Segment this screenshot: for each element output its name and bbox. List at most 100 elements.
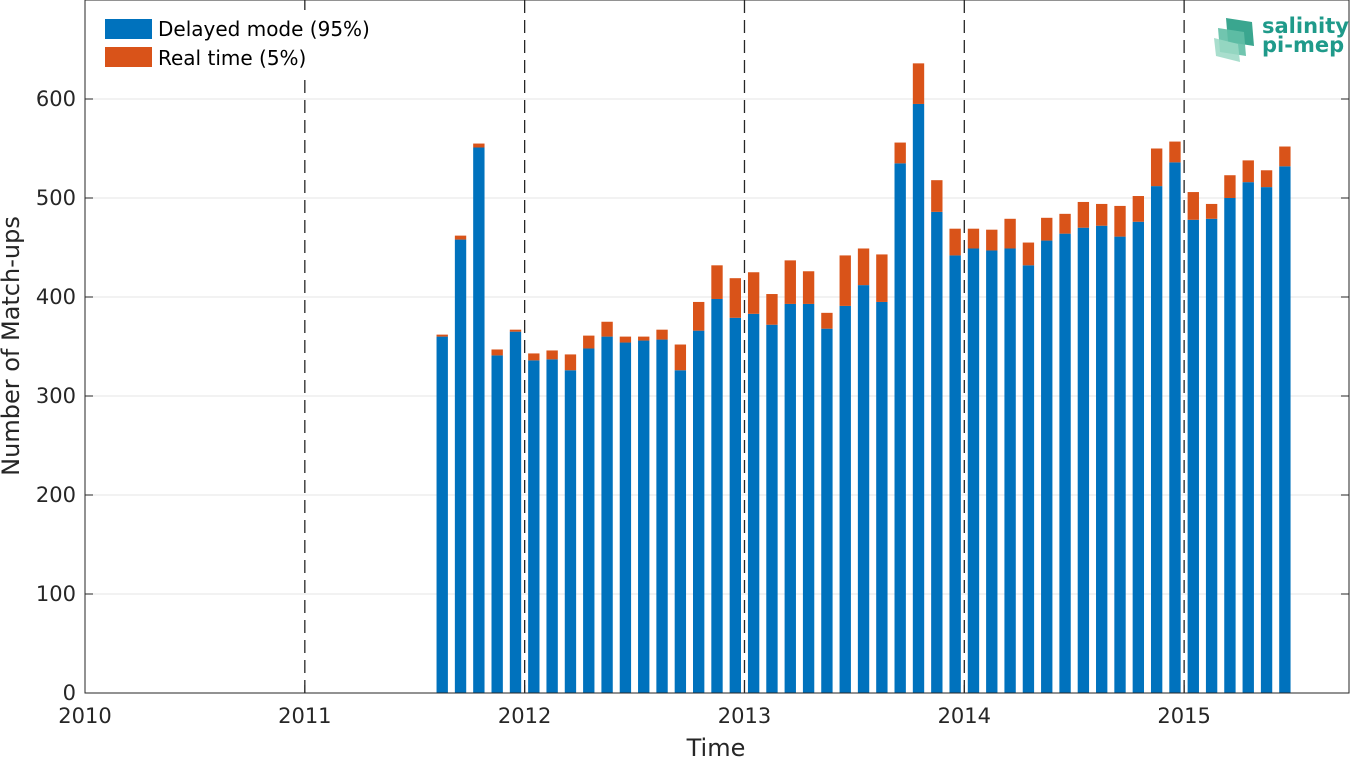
bar-delayed-mode <box>656 339 668 693</box>
bar-delayed-mode <box>1096 225 1108 693</box>
bar-real-time <box>1224 175 1236 198</box>
bar-delayed-mode <box>876 301 888 693</box>
bar-delayed-mode <box>986 250 998 693</box>
bars <box>436 63 1291 694</box>
bar-real-time <box>1132 196 1145 222</box>
bar-delayed-mode <box>619 342 632 693</box>
y-tick-label: 400 <box>36 285 76 309</box>
bar-real-time <box>1205 203 1218 219</box>
bar-real-time <box>528 353 540 361</box>
bar-real-time <box>601 321 613 337</box>
y-tick-label: 100 <box>36 582 76 606</box>
bar-delayed-mode <box>1260 187 1273 694</box>
bar-delayed-mode <box>766 324 778 693</box>
bar-delayed-mode <box>1224 198 1236 693</box>
bar-delayed-mode <box>1132 221 1145 693</box>
bar-real-time <box>454 235 467 240</box>
y-tick-label: 600 <box>36 87 76 111</box>
bar-real-time <box>509 329 522 332</box>
bar-delayed-mode <box>967 248 980 694</box>
x-tick-label: 2015 <box>1157 704 1210 728</box>
bar-real-time <box>711 265 723 299</box>
bar-real-time <box>436 334 448 337</box>
bar-delayed-mode <box>711 298 723 693</box>
bar-delayed-mode <box>1004 248 1016 694</box>
bar-real-time <box>839 255 851 306</box>
bar-real-time <box>876 254 888 302</box>
bar-delayed-mode <box>1041 240 1053 693</box>
bar-real-time <box>1150 148 1163 187</box>
bar-delayed-mode <box>839 305 851 693</box>
x-tick-label: 2012 <box>498 704 551 728</box>
bar-delayed-mode <box>473 147 485 693</box>
x-tick-label: 2013 <box>718 704 771 728</box>
bar-delayed-mode <box>1150 186 1163 693</box>
bar-delayed-mode <box>509 331 522 693</box>
bar-real-time <box>949 228 961 256</box>
legend-swatch-real-time <box>105 47 152 67</box>
legend: Delayed mode (95%) Real time (5%) <box>95 10 370 76</box>
x-axis-label: Time <box>686 734 746 758</box>
bar-delayed-mode <box>1169 162 1181 694</box>
bar-delayed-mode <box>729 317 741 693</box>
bar-real-time <box>729 278 741 318</box>
logo-text-pi-mep: pi-mep <box>1262 33 1344 57</box>
bar-real-time <box>1279 146 1291 167</box>
bar-real-time <box>821 312 833 329</box>
bar-delayed-mode <box>894 163 906 694</box>
bar-delayed-mode <box>1077 227 1090 693</box>
bar-real-time <box>1114 205 1126 237</box>
axis-ticks: 0 100 200 300 400 500 600 2010 2011 2012 2013 2014 2… <box>36 87 1349 728</box>
bar-delayed-mode <box>949 255 961 694</box>
legend-label-delayed-mode: Delayed mode (95%) <box>158 17 370 41</box>
bar-delayed-mode <box>1242 182 1254 693</box>
bar-real-time <box>857 248 870 286</box>
bar-delayed-mode <box>747 313 760 693</box>
bar-real-time <box>1059 213 1071 234</box>
bar-delayed-mode <box>1059 233 1071 693</box>
year-separators <box>304 0 1185 693</box>
bar-real-time <box>912 63 925 104</box>
bar-delayed-mode <box>693 330 705 693</box>
bar-delayed-mode <box>784 303 796 693</box>
bar-real-time <box>1260 170 1273 188</box>
bar-real-time <box>656 329 668 340</box>
bar-real-time <box>1022 242 1035 266</box>
bar-delayed-mode <box>638 340 650 693</box>
y-axis-label: Number of Match-ups <box>0 216 25 476</box>
bar-delayed-mode <box>583 348 595 693</box>
bar-delayed-mode <box>802 303 815 693</box>
bar-real-time <box>583 335 595 349</box>
bar-real-time <box>986 229 998 251</box>
bar-real-time <box>802 271 815 304</box>
bar-delayed-mode <box>436 336 448 693</box>
bar-real-time <box>473 143 485 148</box>
x-tick-label: 2014 <box>938 704 991 728</box>
bar-delayed-mode <box>454 239 467 693</box>
logo-text-salinity: salinity <box>1262 14 1349 38</box>
bar-real-time <box>1187 192 1199 220</box>
bar-real-time <box>1004 218 1016 249</box>
bar-real-time <box>784 260 796 304</box>
bar-real-time <box>1169 141 1181 163</box>
bar-real-time <box>619 336 632 343</box>
bar-real-time <box>967 228 980 249</box>
bar-delayed-mode <box>821 328 833 693</box>
logo-emblem-icon <box>1214 18 1254 62</box>
bar-delayed-mode <box>1022 265 1035 693</box>
bar-real-time <box>1077 201 1090 228</box>
legend-label-real-time: Real time (5%) <box>158 46 306 70</box>
legend-swatch-delayed-mode <box>105 19 152 39</box>
bar-real-time <box>931 180 943 212</box>
bar-real-time <box>1242 160 1254 183</box>
bar-delayed-mode <box>528 360 540 693</box>
bar-real-time <box>564 354 577 371</box>
bar-delayed-mode <box>1114 236 1126 694</box>
bar-delayed-mode <box>601 336 613 693</box>
bar-real-time <box>638 336 650 341</box>
bar-real-time <box>546 350 558 360</box>
bar-real-time <box>491 349 503 356</box>
bar-real-time <box>674 344 687 371</box>
bar-delayed-mode <box>857 285 870 693</box>
